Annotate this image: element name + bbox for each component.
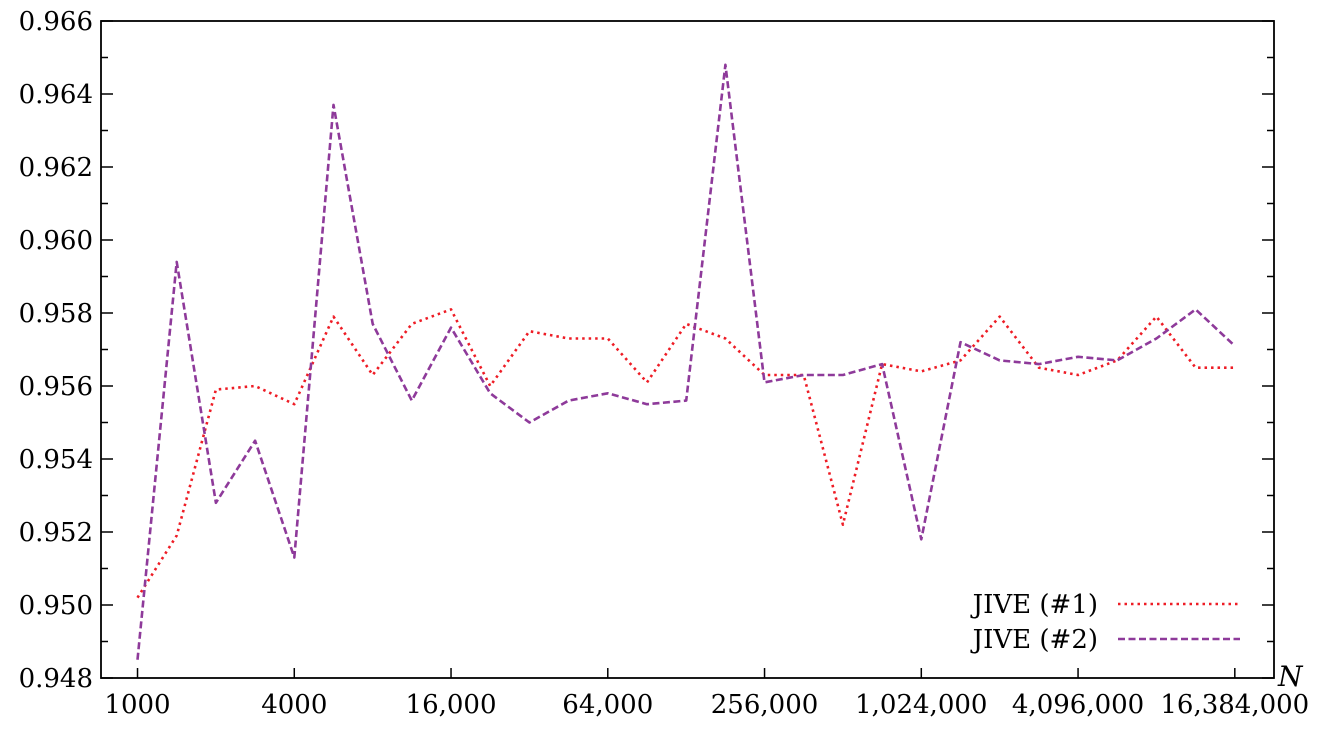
x-tick-label: 64,000 [562,690,653,720]
y-axis: 0.948 0.950 0.952 0.954 0.956 0.958 0.960 0.962… [19,7,1274,694]
x-tick-label: 1,024,000 [855,690,987,720]
legend: JIVE (#1) JIVE (#2) [970,590,1240,655]
x-axis: 1000 4000 16,000 64,000 256,000 1,024,000 4,09… [104,668,1309,720]
series-line-2 [136,63,1236,660]
x-tick-label: 16,384,000 [1160,690,1309,720]
x-tick-label: 16,000 [406,690,497,720]
y-tick-label: 0.964 [19,80,93,110]
x-axis-label: N [1277,660,1304,693]
x-tick-label: 256,000 [711,690,819,720]
series-layer [136,63,1236,660]
x-tick-label: 1000 [104,690,170,720]
y-tick-label: 0.948 [19,664,93,694]
plot-frame [100,20,1275,679]
y-tick-label: 0.952 [19,518,93,548]
x-tick-label: 4000 [261,690,327,720]
y-tick-label: 0.954 [19,445,93,475]
y-tick-label: 0.950 [19,591,93,621]
y-tick-label: 0.962 [19,153,93,183]
y-tick-label: 0.956 [19,372,93,402]
y-tick-label: 0.966 [19,7,93,37]
y-tick-label: 0.960 [19,226,93,256]
series-line-1 [136,308,1235,599]
legend-label: JIVE (#1) [970,590,1098,620]
legend-label: JIVE (#2) [970,625,1098,655]
y-tick-label: 0.958 [19,299,93,329]
x-tick-label: 4,096,000 [1012,690,1144,720]
